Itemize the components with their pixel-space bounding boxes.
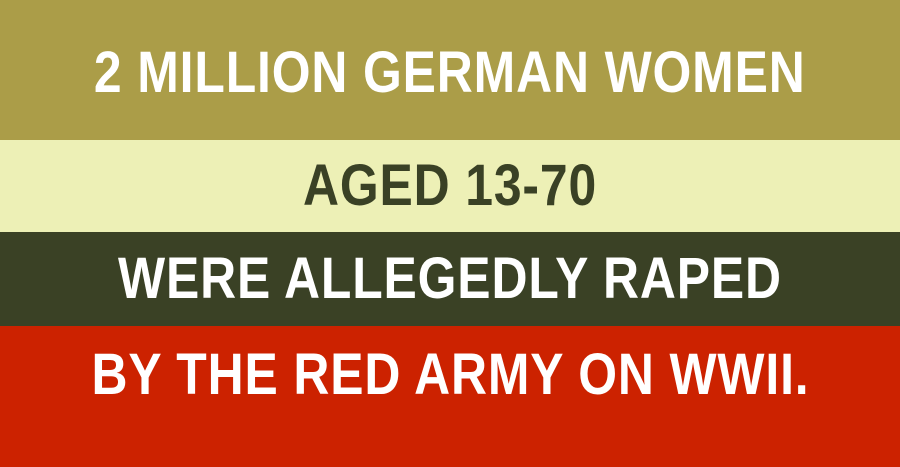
band-top: 2 MILLION GERMAN WOMEN bbox=[0, 0, 900, 140]
band-bottom: BY THE RED ARMY ON WWII. bbox=[0, 326, 900, 467]
band-bottom-text: BY THE RED ARMY ON WWII. bbox=[90, 341, 810, 407]
band-top-text: 2 MILLION GERMAN WOMEN bbox=[94, 40, 806, 105]
band-third: WERE ALLEGEDLY RAPED bbox=[0, 232, 900, 326]
band-third-text: WERE ALLEGEDLY RAPED bbox=[118, 246, 782, 311]
band-second-text: AGED 13-70 bbox=[302, 153, 598, 218]
band-second: AGED 13-70 bbox=[0, 140, 900, 232]
